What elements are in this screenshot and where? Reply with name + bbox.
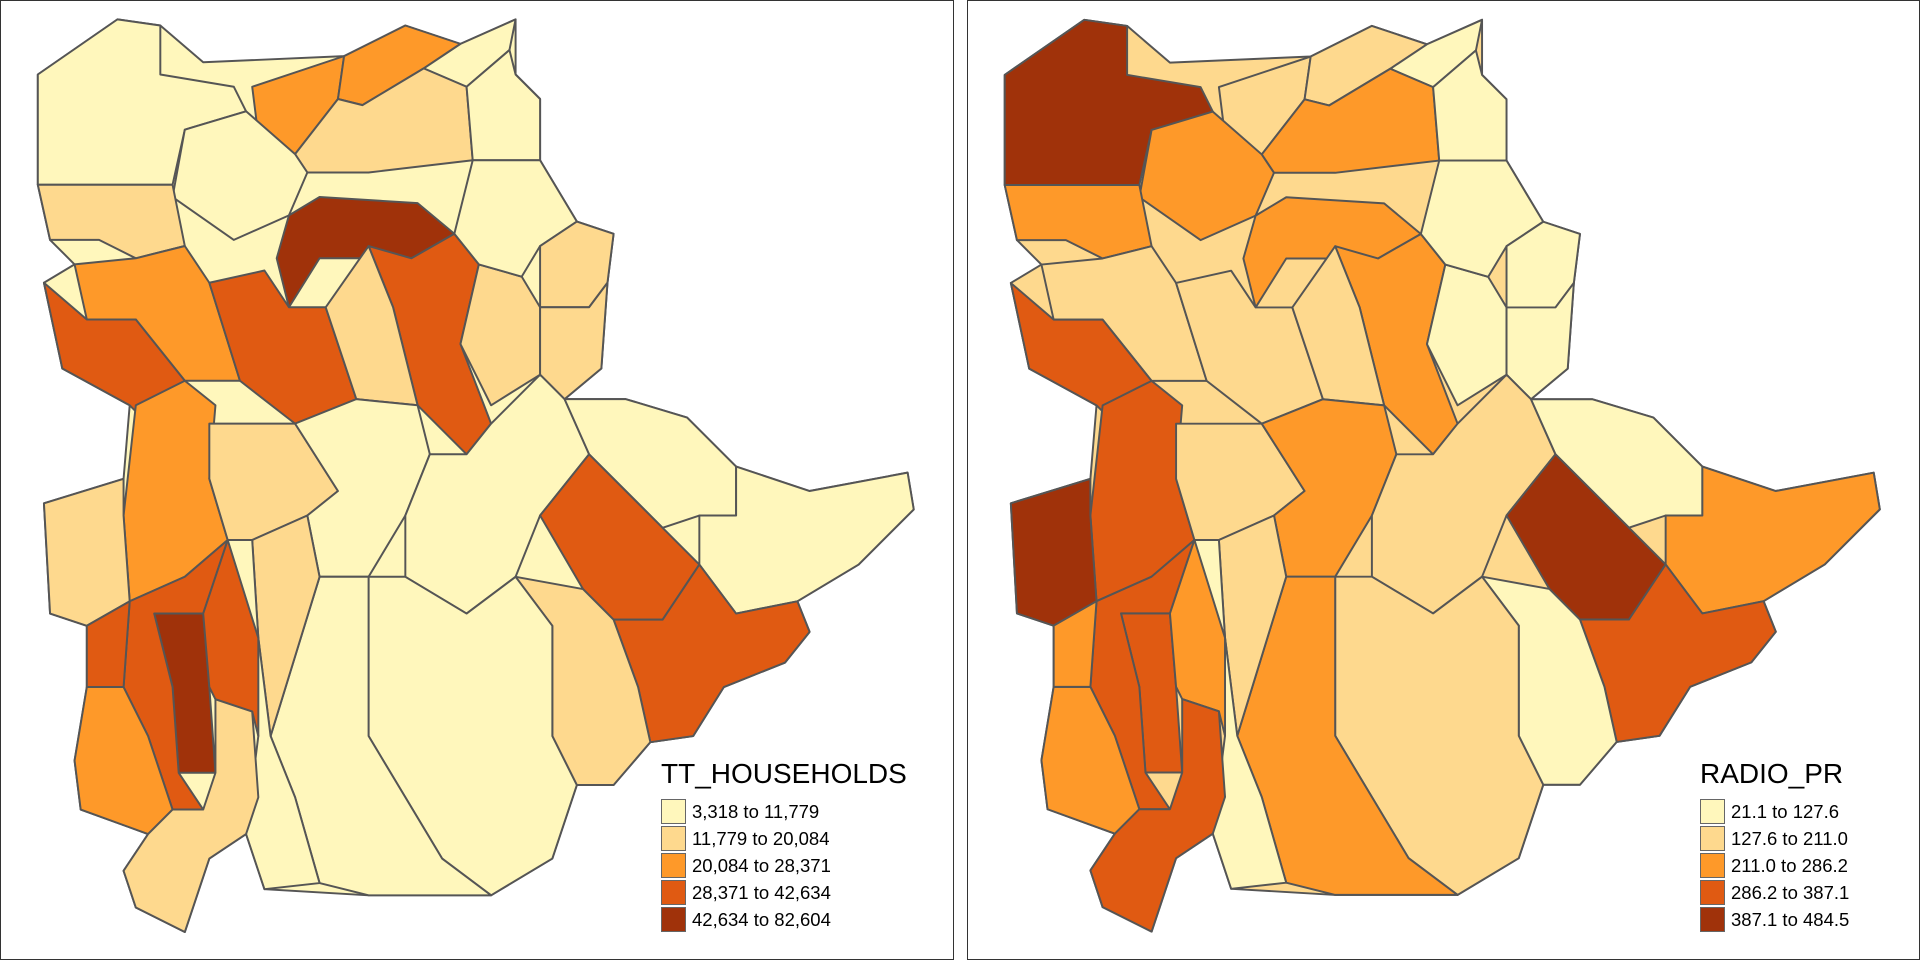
legend-entry: 3,318 to 11,779: [661, 798, 907, 825]
legend-swatch: [661, 799, 686, 824]
legend-swatch: [1700, 853, 1725, 878]
map-region: [1052, 600, 1098, 688]
legend-entry: 11,779 to 20,084: [661, 825, 907, 852]
choropleth-map: [36, 18, 915, 934]
legend-swatch: [661, 826, 686, 851]
choropleth-map: [1003, 18, 1881, 933]
legend-swatch: [661, 880, 686, 905]
legend-label: 387.1 to 484.5: [1731, 908, 1850, 930]
map-region: [1260, 398, 1398, 578]
legend-entry: 286.2 to 387.1: [1700, 879, 1849, 906]
map-region: [1009, 477, 1098, 627]
legend-swatch: [661, 853, 686, 878]
legend-entry: 127.6 to 211.0: [1700, 825, 1849, 852]
map-region: [122, 698, 260, 934]
legend-entry: 20,084 to 28,371: [661, 852, 907, 879]
legend-swatch: [1700, 880, 1725, 905]
legend-entry: 42,634 to 82,604: [661, 906, 907, 933]
legend-label: 11,779 to 20,084: [692, 827, 830, 849]
map-panel-tt-households: TT_HOUSEHOLDS 3,318 to 11,779 11,779 to 2…: [0, 0, 954, 960]
legend-label: 127.6 to 211.0: [1731, 827, 1848, 849]
map-region: [1089, 698, 1227, 933]
map-region: [202, 539, 260, 738]
map-panel-radio-pr: RADIO_PR 21.1 to 127.6 127.6 to 211.0 211.…: [967, 0, 1920, 960]
map-region: [324, 245, 419, 407]
map-region: [1138, 110, 1275, 242]
legend-label: 42,634 to 82,604: [692, 908, 831, 930]
map-region: [1168, 538, 1227, 737]
legend-swatch: [1700, 826, 1725, 851]
map-region: [42, 477, 131, 627]
legend-swatch: [1700, 799, 1725, 824]
legend-label: 286.2 to 387.1: [1731, 881, 1850, 903]
map-region: [294, 398, 431, 578]
legend-swatch: [1700, 907, 1725, 932]
legend-entry: 211.0 to 286.2: [1700, 852, 1849, 879]
legend: RADIO_PR 21.1 to 127.6 127.6 to 211.0 211.…: [1700, 757, 1849, 933]
legend-label: 28,371 to 42,634: [692, 881, 831, 903]
legend-title: TT_HOUSEHOLDS: [661, 758, 907, 789]
legend-entry: 387.1 to 484.5: [1700, 906, 1849, 933]
legend-label: 20,084 to 28,371: [692, 854, 831, 876]
map-region: [1291, 245, 1386, 407]
legend-title: RADIO_PR: [1700, 758, 1844, 789]
legend: TT_HOUSEHOLDS 3,318 to 11,779 11,779 to 2…: [661, 757, 907, 933]
legend-label: 211.0 to 286.2: [1731, 854, 1848, 876]
legend-entry: 28,371 to 42,634: [661, 879, 907, 906]
legend-swatch: [661, 907, 686, 932]
map-region: [85, 600, 131, 689]
legend-label: 3,318 to 11,779: [692, 800, 820, 822]
legend-label: 21.1 to 127.6: [1731, 800, 1840, 822]
legend-entry: 21.1 to 127.6: [1700, 798, 1849, 825]
map-region: [171, 110, 309, 241]
